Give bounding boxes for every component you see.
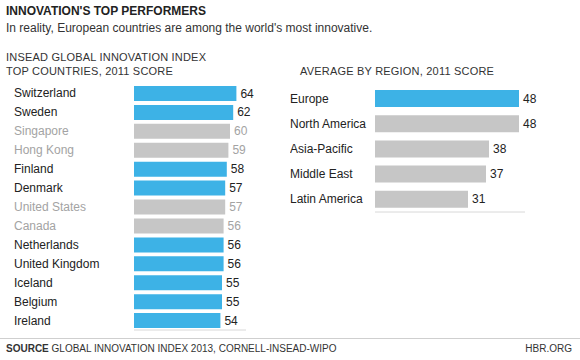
html-text:AVERAGE BY REGION, 2011 SCORE: AVERAGE BY REGION, 2011 SCORE [300, 65, 495, 77]
svg-text:Switzerland: Switzerland [14, 86, 76, 100]
html-text:TOP COUNTRIES, 2011 SCORE: TOP COUNTRIES, 2011 SCORE [6, 65, 173, 77]
svg-text:Denmark: Denmark [14, 181, 64, 195]
html-text:INSEAD GLOBAL INNOVATION INDEX: INSEAD GLOBAL INNOVATION INDEX [6, 51, 207, 63]
svg-text:55: 55 [226, 295, 240, 309]
html-text:In reality, European countries: In reality, European countries are among… [6, 21, 373, 35]
svg-text:Hong Kong: Hong Kong [14, 143, 74, 157]
svg-text:56: 56 [228, 238, 242, 252]
svg-text:48: 48 [523, 92, 537, 106]
svg-text:55: 55 [226, 276, 240, 290]
svg-text:31: 31 [472, 192, 486, 206]
svg-text:62: 62 [237, 105, 251, 119]
svg-text:64: 64 [240, 87, 254, 101]
svg-text:59: 59 [232, 143, 246, 157]
svg-text:Ireland: Ireland [14, 314, 51, 328]
svg-text:Finland: Finland [14, 162, 53, 176]
svg-text:Sweden: Sweden [14, 105, 57, 119]
svg-text:Singapore: Singapore [14, 124, 69, 138]
svg-text:Middle East: Middle East [290, 167, 353, 181]
svg-text:Belgium: Belgium [14, 295, 57, 309]
svg-text:Latin America: Latin America [290, 192, 363, 206]
svg-text:38: 38 [493, 142, 507, 156]
svg-text:Asia-Pacific: Asia-Pacific [290, 142, 353, 156]
svg-text:58: 58 [231, 162, 245, 176]
svg-text:56: 56 [228, 219, 242, 233]
svg-text:Canada: Canada [14, 219, 56, 233]
svg-text:Iceland: Iceland [14, 276, 53, 290]
svg-text:Europe: Europe [290, 92, 329, 106]
svg-text:54: 54 [224, 314, 238, 328]
svg-text:North America: North America [290, 117, 366, 131]
svg-text:Netherlands: Netherlands [14, 238, 79, 252]
svg-text:37: 37 [490, 167, 504, 181]
svg-text:57: 57 [229, 200, 243, 214]
svg-text:48: 48 [523, 117, 537, 131]
svg-text:United States: United States [14, 200, 86, 214]
svg-text:60: 60 [234, 124, 248, 138]
svg-text:United Kingdom: United Kingdom [14, 257, 99, 271]
html-text:SOURCE GLOBAL INNOVATION INDEX: SOURCE GLOBAL INNOVATION INDEX 2013, COR… [6, 343, 337, 354]
html-text:HBR.ORG: HBR.ORG [525, 343, 572, 354]
html-text:INNOVATION'S TOP PERFORMERS: INNOVATION'S TOP PERFORMERS [6, 4, 206, 18]
svg-text:56: 56 [228, 257, 242, 271]
svg-text:57: 57 [229, 181, 243, 195]
